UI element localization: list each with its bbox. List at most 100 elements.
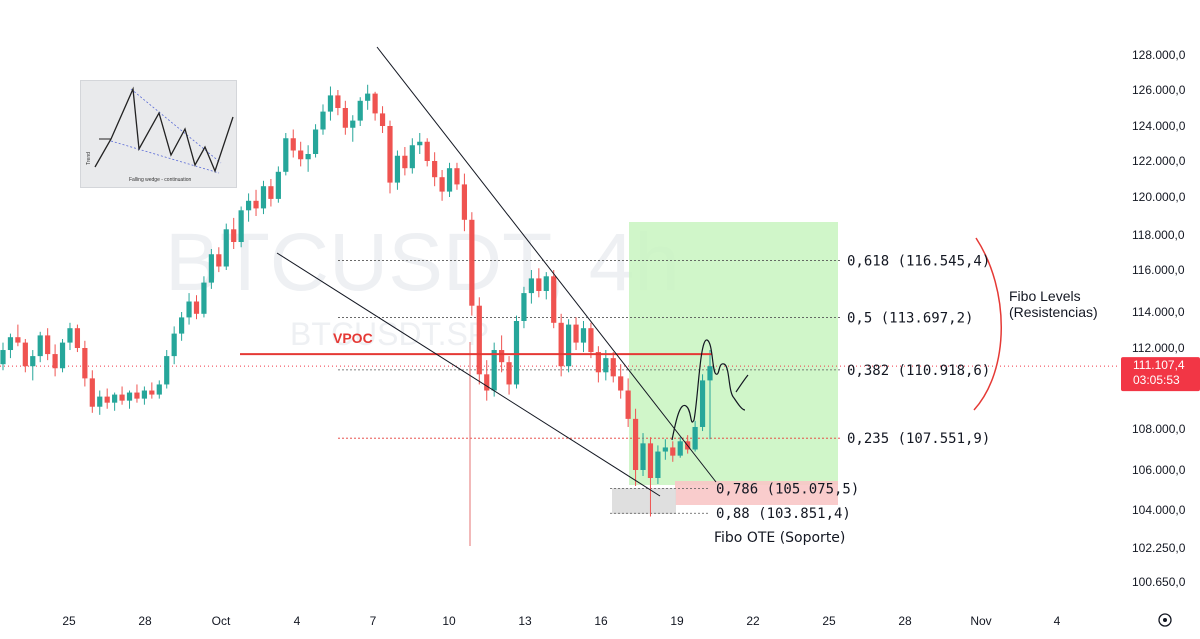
candle-body <box>595 352 601 373</box>
x-tick-label: 7 <box>370 614 377 628</box>
candle-body <box>216 254 222 267</box>
candle-body <box>409 145 415 169</box>
price-axis: 128.000,0 126.000,0 124.000,0 122.000,0 120.… <box>1132 48 1186 589</box>
candle-body <box>580 328 587 343</box>
candle-body <box>275 171 281 199</box>
candle-body <box>692 426 698 450</box>
x-tick-label: 13 <box>518 614 532 628</box>
candle-body <box>446 168 453 192</box>
candle-body <box>439 177 445 192</box>
fib-level-label: 0,5 (113.697,2) <box>847 310 973 326</box>
x-tick-label: 22 <box>746 614 760 628</box>
candle-body <box>588 328 594 353</box>
candle-body <box>201 282 207 314</box>
candle-body <box>320 111 326 130</box>
candle-body <box>350 120 356 128</box>
candle-body <box>699 380 706 427</box>
inset-caption: Falling wedge - continuation <box>129 177 191 183</box>
candle-body <box>424 141 430 161</box>
candle-body <box>268 186 274 199</box>
candle-body <box>89 378 95 407</box>
fib-level-label: 0,88 (103.851,4) <box>716 506 851 522</box>
candle-body <box>141 390 147 399</box>
candle-body <box>558 322 564 367</box>
y-tick-label: 118.000,0 <box>1132 228 1185 242</box>
candle-body <box>394 155 401 183</box>
candle-body <box>566 324 572 367</box>
candle-body <box>253 200 259 209</box>
support-gray-box <box>612 488 676 514</box>
candle-body <box>238 210 244 242</box>
y-tick-label: 112.000,0 <box>1132 341 1185 355</box>
candle-body <box>372 93 378 114</box>
candle-body <box>283 138 289 172</box>
candle-body <box>655 451 661 478</box>
candle-body <box>312 129 319 154</box>
current-price-tag: 111.107,4 03:05:53 <box>1121 357 1200 392</box>
candle-body <box>677 441 683 456</box>
candle-body <box>402 155 408 169</box>
candle-body <box>618 376 624 391</box>
y-tick-label: 114.000,0 <box>1132 305 1185 319</box>
x-tick-label: 4 <box>294 614 301 628</box>
candle-body <box>45 335 51 355</box>
y-tick-label: 100.650,0 <box>1132 575 1186 589</box>
projection-path-2 <box>735 374 749 393</box>
x-tick-label: 10 <box>442 614 456 628</box>
x-tick-label: Oct <box>212 614 231 628</box>
candle-body <box>387 126 393 183</box>
x-tick-label: 16 <box>594 614 608 628</box>
x-tick-label: Nov <box>970 614 991 628</box>
x-tick-label: 19 <box>670 614 684 628</box>
candle-body <box>0 350 6 365</box>
settings-icon[interactable] <box>1158 613 1172 627</box>
candle-body <box>59 342 66 369</box>
candle-body <box>171 333 177 357</box>
candle-body <box>521 293 527 321</box>
fibonacci-labels: 0,618 (116.545,4) 0,5 (113.697,2) 0,382 (1… <box>716 253 990 522</box>
candle-body <box>74 328 81 348</box>
y-tick-label: 102.250,0 <box>1132 541 1186 555</box>
candle-body <box>223 229 229 267</box>
candle-body <box>543 276 549 291</box>
candle-body <box>52 354 58 369</box>
candles <box>0 84 713 517</box>
symbol-watermark: BTCUSDT, 4h <box>165 217 680 308</box>
candle-body <box>22 342 28 367</box>
candle-body <box>432 161 438 178</box>
candle-body <box>208 254 214 283</box>
x-tick-label: 25 <box>822 614 836 628</box>
candle-body <box>662 447 668 452</box>
current-price-value: 111.107,4 <box>1133 358 1185 372</box>
fib-level-label: 0,618 (116.545,4) <box>847 253 990 269</box>
y-tick-label: 106.000,0 <box>1132 463 1186 477</box>
y-tick-label: 124.000,0 <box>1132 119 1186 133</box>
candle-body <box>67 328 73 343</box>
fib-level-label: 0,786 (105.075,5) <box>716 481 859 497</box>
candle-body <box>7 337 14 351</box>
candle-body <box>491 350 497 391</box>
candle-body <box>193 301 200 314</box>
candle-body <box>536 278 542 291</box>
projection-path <box>671 339 746 441</box>
candle-body <box>499 350 505 363</box>
y-tick-label: 120.000,0 <box>1132 190 1186 204</box>
candle-body <box>365 93 371 101</box>
falling-wedge-inset: Trend Falling wedge - continuation <box>80 80 237 188</box>
candle-body <box>476 305 482 375</box>
candle-body <box>290 138 296 151</box>
x-tick-label: 28 <box>138 614 152 628</box>
y-tick-label: 128.000,0 <box>1132 48 1186 62</box>
candle-body <box>231 229 237 242</box>
candle-body <box>603 358 609 373</box>
candle-body <box>179 317 185 334</box>
fibo-ote-label: Fibo OTE (Soporte) <box>714 530 845 546</box>
support-zone <box>675 481 838 505</box>
candle-body <box>528 278 534 294</box>
candle-body <box>305 154 311 160</box>
candle-body <box>640 443 646 470</box>
fibo-levels-title: Fibo Levels <box>1009 288 1081 304</box>
wedge-upper-line <box>376 46 717 483</box>
